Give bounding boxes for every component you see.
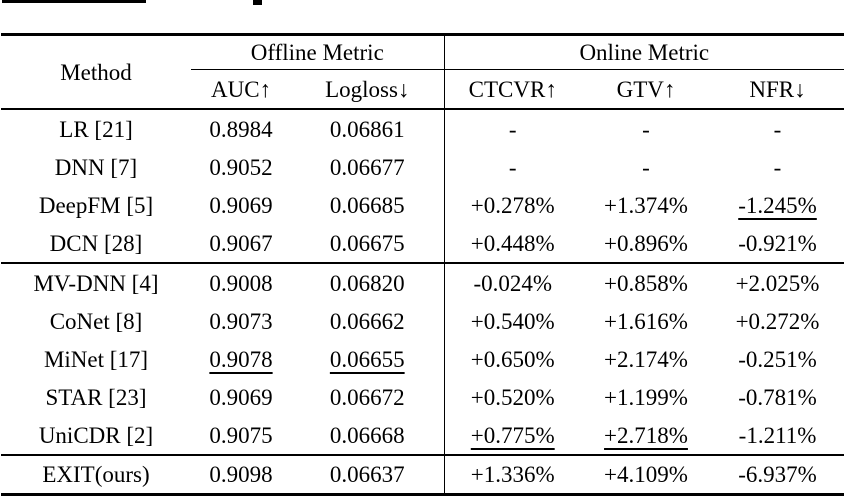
cell-logloss: 0.06685 (329, 192, 405, 218)
cell-nfr: -0.251% (738, 346, 817, 372)
cell-ctcvr: +0.278% (443, 186, 581, 224)
cell-gtv: - (642, 154, 650, 180)
cell-nfr: -1.245% (738, 192, 817, 218)
header-group-online: Online Metric (443, 34, 845, 70)
cell-gtv: +2.174% (604, 346, 688, 372)
cell-method: EXIT(ours) (1, 454, 191, 495)
cell-gtv: - (642, 116, 650, 142)
cell-gtv: +4.109% (581, 454, 711, 495)
cell-logloss: 0.06662 (329, 308, 405, 334)
header-ctcvr: CTCVR↑ (443, 69, 581, 110)
cell-nfr: - (773, 154, 782, 180)
cell-method: DCN [28] (1, 224, 191, 264)
cell-ctcvr: +0.650% (443, 340, 581, 378)
cell-logloss: 0.06637 (291, 454, 444, 495)
table-row-deepfm: DeepFM [5] 0.9069 0.06685 +0.278% +1.374… (1, 186, 844, 224)
cell-nfr: -6.937% (711, 454, 845, 495)
cell-method: MiNet [17] (43, 346, 149, 372)
cell-ctcvr: +0.448% (443, 224, 581, 264)
cell-method: DeepFM [5] (38, 192, 154, 218)
table-row-minet: MiNet [17] 0.9078 0.06655 +0.650% +2.174… (1, 340, 844, 378)
cell-auc: 0.9069 (209, 192, 273, 218)
cell-logloss: 0.06655 (329, 346, 405, 372)
cell-ctcvr: - (443, 148, 581, 186)
cell-nfr: -0.781% (738, 384, 817, 410)
cell-auc: 0.8984 (209, 116, 273, 142)
cell-auc: 0.9073 (209, 308, 273, 334)
cell-ctcvr: +0.540% (443, 302, 581, 340)
cell-logloss: 0.06672 (329, 384, 405, 410)
cell-nfr: -0.921% (711, 224, 845, 264)
cell-method: CoNet [8] (49, 308, 143, 334)
cell-nfr: - (773, 116, 782, 142)
cell-nfr: +2.025% (735, 270, 820, 296)
cell-auc: 0.9067 (191, 224, 291, 264)
cell-method: LR [21] (59, 116, 133, 142)
cell-method: UniCDR [2] (38, 422, 154, 448)
table-row-conet: CoNet [8] 0.9073 0.06662 +0.540% +1.616%… (1, 302, 844, 340)
header-logloss: Logloss↓ (291, 69, 444, 110)
results-table: Method Offline Metric Online Metric AUC↑… (1, 33, 845, 496)
cell-auc: 0.9008 (209, 270, 273, 296)
header-auc: AUC↑ (191, 69, 291, 110)
cell-auc: 0.9098 (191, 454, 291, 495)
cell-logloss: 0.06675 (291, 224, 444, 264)
header-group-offline: Offline Metric (191, 34, 444, 70)
cell-logloss: 0.06861 (329, 116, 405, 142)
cell-auc: 0.9069 (209, 384, 273, 410)
cell-ctcvr: - (443, 109, 581, 148)
cell-gtv: +1.199% (604, 384, 688, 410)
cell-auc: 0.9052 (209, 154, 273, 180)
header-subrow: AUC↑ Logloss↓ CTCVR↑ GTV↑ NFR↓ (1, 69, 845, 110)
cell-auc: 0.9075 (209, 422, 273, 448)
cell-gtv: +0.858% (604, 270, 688, 296)
cell-ctcvr: +0.775% (443, 416, 581, 455)
cell-nfr: +0.272% (735, 308, 820, 334)
table-row-exit-ours: EXIT(ours) 0.9098 0.06637 +1.336% +4.109… (1, 454, 845, 495)
cell-ctcvr: +1.336% (443, 454, 581, 495)
caption-underline-fragment (2, 0, 146, 3)
header-gtv: GTV↑ (581, 69, 711, 110)
table-row-unicdr: UniCDR [2] 0.9075 0.06668 +0.775% +2.718… (1, 416, 844, 455)
caption-text-fragment (253, 0, 262, 5)
cell-logloss: 0.06677 (329, 154, 405, 180)
table-row-dnn: DNN [7] 0.9052 0.06677 - - - (1, 148, 844, 186)
cell-method: MV-DNN [4] (33, 270, 159, 296)
cell-logloss: 0.06668 (329, 422, 405, 448)
table-row-star: STAR [23] 0.9069 0.06672 +0.520% +1.199%… (1, 378, 844, 416)
header-nfr: NFR↓ (711, 69, 845, 110)
header-group-row: Method Offline Metric Online Metric (1, 34, 845, 110)
cell-logloss: 0.06820 (329, 270, 405, 296)
cell-gtv: +1.616% (604, 308, 688, 334)
cell-gtv: +2.718% (604, 422, 688, 448)
cell-method: STAR [23] (45, 384, 147, 410)
header-method: Method (1, 34, 191, 110)
table-row-mvdnn: MV-DNN [4] 0.9008 0.06820 -0.024% +0.858… (1, 263, 844, 302)
cell-ctcvr: +0.520% (443, 378, 581, 416)
cell-gtv: +1.374% (604, 192, 688, 218)
cell-ctcvr: -0.024% (443, 263, 581, 302)
cell-nfr: -1.211% (738, 422, 817, 448)
cell-gtv: +0.896% (581, 224, 711, 264)
table-row-lr: LR [21] 0.8984 0.06861 - - - (1, 109, 844, 148)
table-row-dcn: DCN [28] 0.9067 0.06675 +0.448% +0.896% … (1, 224, 845, 264)
cell-method: DNN [7] (54, 154, 138, 180)
cell-auc: 0.9078 (209, 346, 273, 372)
